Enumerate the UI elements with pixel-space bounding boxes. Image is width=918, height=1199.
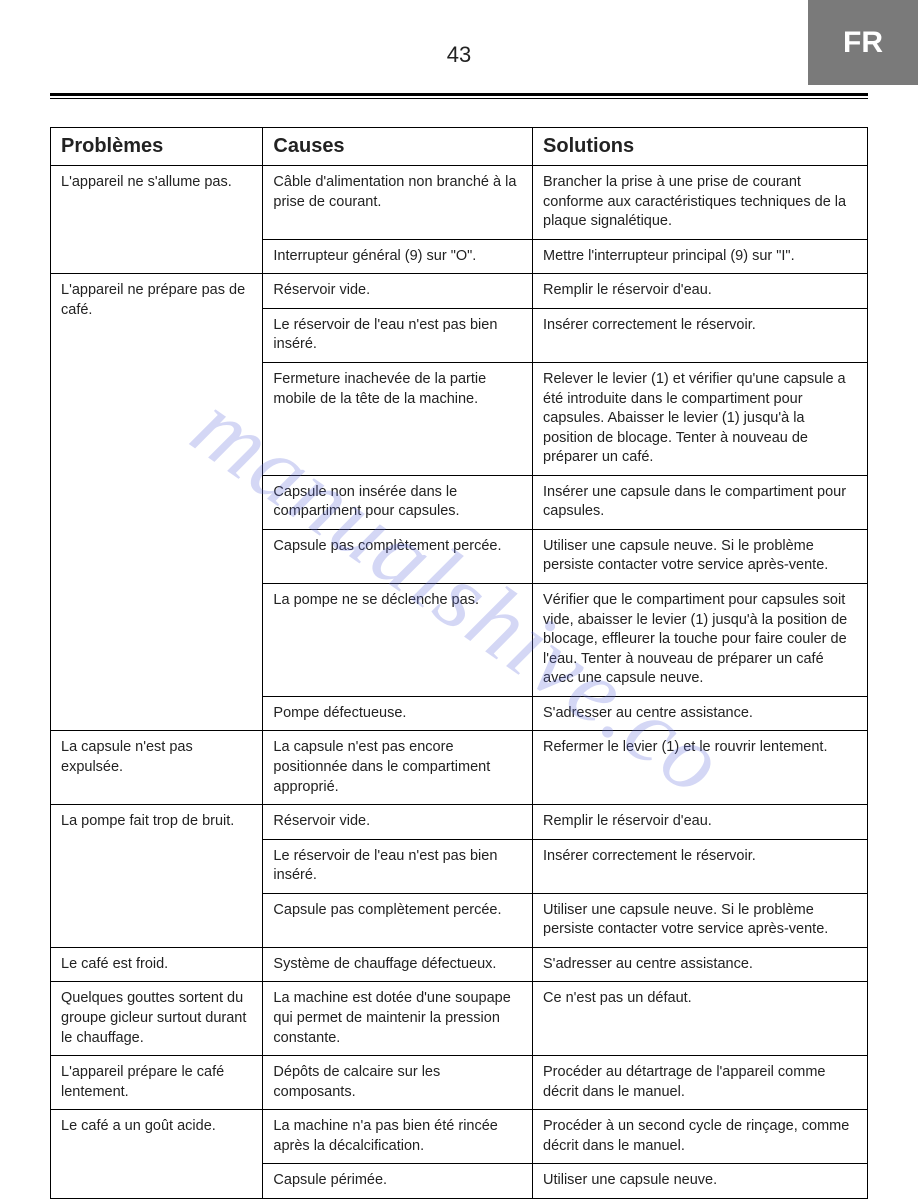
table-row: L'appareil ne s'allume pas.Câble d'alime… xyxy=(51,166,868,240)
cell-problem: La pompe fait trop de bruit. xyxy=(51,805,263,948)
cell-solution: S'adresser au centre assistance. xyxy=(533,696,868,731)
cell-cause: La capsule n'est pas encore positionnée … xyxy=(263,731,533,805)
cell-cause: Capsule pas complètement percée. xyxy=(263,893,533,947)
cell-cause: Le réservoir de l'eau n'est pas bien ins… xyxy=(263,839,533,893)
cell-cause: Le réservoir de l'eau n'est pas bien ins… xyxy=(263,308,533,362)
cell-solution: Procéder au détartrage de l'appareil com… xyxy=(533,1056,868,1110)
col-header-cause: Causes xyxy=(263,128,533,166)
cell-solution: Remplir le réservoir d'eau. xyxy=(533,805,868,840)
table-row: Le café est froid.Système de chauffage d… xyxy=(51,947,868,982)
cell-solution: Mettre l'interrupteur principal (9) sur … xyxy=(533,239,868,274)
cell-solution: S'adresser au centre assistance. xyxy=(533,947,868,982)
cell-problem: Quelques gouttes sortent du groupe gicle… xyxy=(51,982,263,1056)
cell-solution: Insérer correctement le réservoir. xyxy=(533,308,868,362)
cell-solution: Ce n'est pas un défaut. xyxy=(533,982,868,1056)
cell-solution: Utiliser une capsule neuve. Si le problè… xyxy=(533,529,868,583)
cell-solution: Utiliser une capsule neuve. xyxy=(533,1164,868,1199)
cell-cause: Réservoir vide. xyxy=(263,805,533,840)
cell-cause: Câble d'alimentation non branché à la pr… xyxy=(263,166,533,240)
language-tab: FR xyxy=(808,0,918,85)
col-header-problem: Problèmes xyxy=(51,128,263,166)
header-rule xyxy=(50,93,868,99)
page-header: 43 FR xyxy=(50,30,868,85)
table-header-row: Problèmes Causes Solutions xyxy=(51,128,868,166)
cell-cause: Interrupteur général (9) sur "O". xyxy=(263,239,533,274)
cell-problem: Le café est froid. xyxy=(51,947,263,982)
cell-problem: Le café a un goût acide. xyxy=(51,1110,263,1199)
table-body: L'appareil ne s'allume pas.Câble d'alime… xyxy=(51,166,868,1199)
table-row: Le café a un goût acide.La machine n'a p… xyxy=(51,1110,868,1164)
cell-cause: Capsule non insérée dans le compartiment… xyxy=(263,475,533,529)
cell-solution: Procéder à un second cycle de rinçage, c… xyxy=(533,1110,868,1164)
troubleshooting-table: Problèmes Causes Solutions L'appareil ne… xyxy=(50,127,868,1199)
table-row: L'appareil ne prépare pas de café.Réserv… xyxy=(51,274,868,309)
cell-problem: L'appareil ne s'allume pas. xyxy=(51,166,263,274)
cell-solution: Insérer une capsule dans le compartiment… xyxy=(533,475,868,529)
cell-solution: Utiliser une capsule neuve. Si le problè… xyxy=(533,893,868,947)
cell-cause: Fermeture inachevée de la partie mobile … xyxy=(263,362,533,475)
cell-cause: Capsule périmée. xyxy=(263,1164,533,1199)
col-header-solution: Solutions xyxy=(533,128,868,166)
cell-solution: Remplir le réservoir d'eau. xyxy=(533,274,868,309)
table-row: Quelques gouttes sortent du groupe gicle… xyxy=(51,982,868,1056)
cell-solution: Brancher la prise à une prise de courant… xyxy=(533,166,868,240)
cell-problem: L'appareil ne prépare pas de café. xyxy=(51,274,263,731)
cell-problem: La capsule n'est pas expulsée. xyxy=(51,731,263,805)
cell-problem: L'appareil prépare le café lentement. xyxy=(51,1056,263,1110)
cell-solution: Insérer correctement le réservoir. xyxy=(533,839,868,893)
cell-solution: Refermer le levier (1) et le rouvrir len… xyxy=(533,731,868,805)
cell-cause: Pompe défectueuse. xyxy=(263,696,533,731)
cell-cause: La machine n'a pas bien été rincée après… xyxy=(263,1110,533,1164)
cell-cause: Système de chauffage défectueux. xyxy=(263,947,533,982)
table-row: La capsule n'est pas expulsée.La capsule… xyxy=(51,731,868,805)
cell-cause: Réservoir vide. xyxy=(263,274,533,309)
cell-cause: La machine est dotée d'une soupape qui p… xyxy=(263,982,533,1056)
cell-cause: Capsule pas complètement percée. xyxy=(263,529,533,583)
table-row: La pompe fait trop de bruit.Réservoir vi… xyxy=(51,805,868,840)
page-number: 43 xyxy=(50,30,868,68)
cell-cause: La pompe ne se déclenche pas. xyxy=(263,584,533,697)
cell-cause: Dépôts de calcaire sur les composants. xyxy=(263,1056,533,1110)
table-row: L'appareil prépare le café lentement.Dép… xyxy=(51,1056,868,1110)
cell-solution: Vérifier que le compartiment pour capsul… xyxy=(533,584,868,697)
cell-solution: Relever le levier (1) et vérifier qu'une… xyxy=(533,362,868,475)
